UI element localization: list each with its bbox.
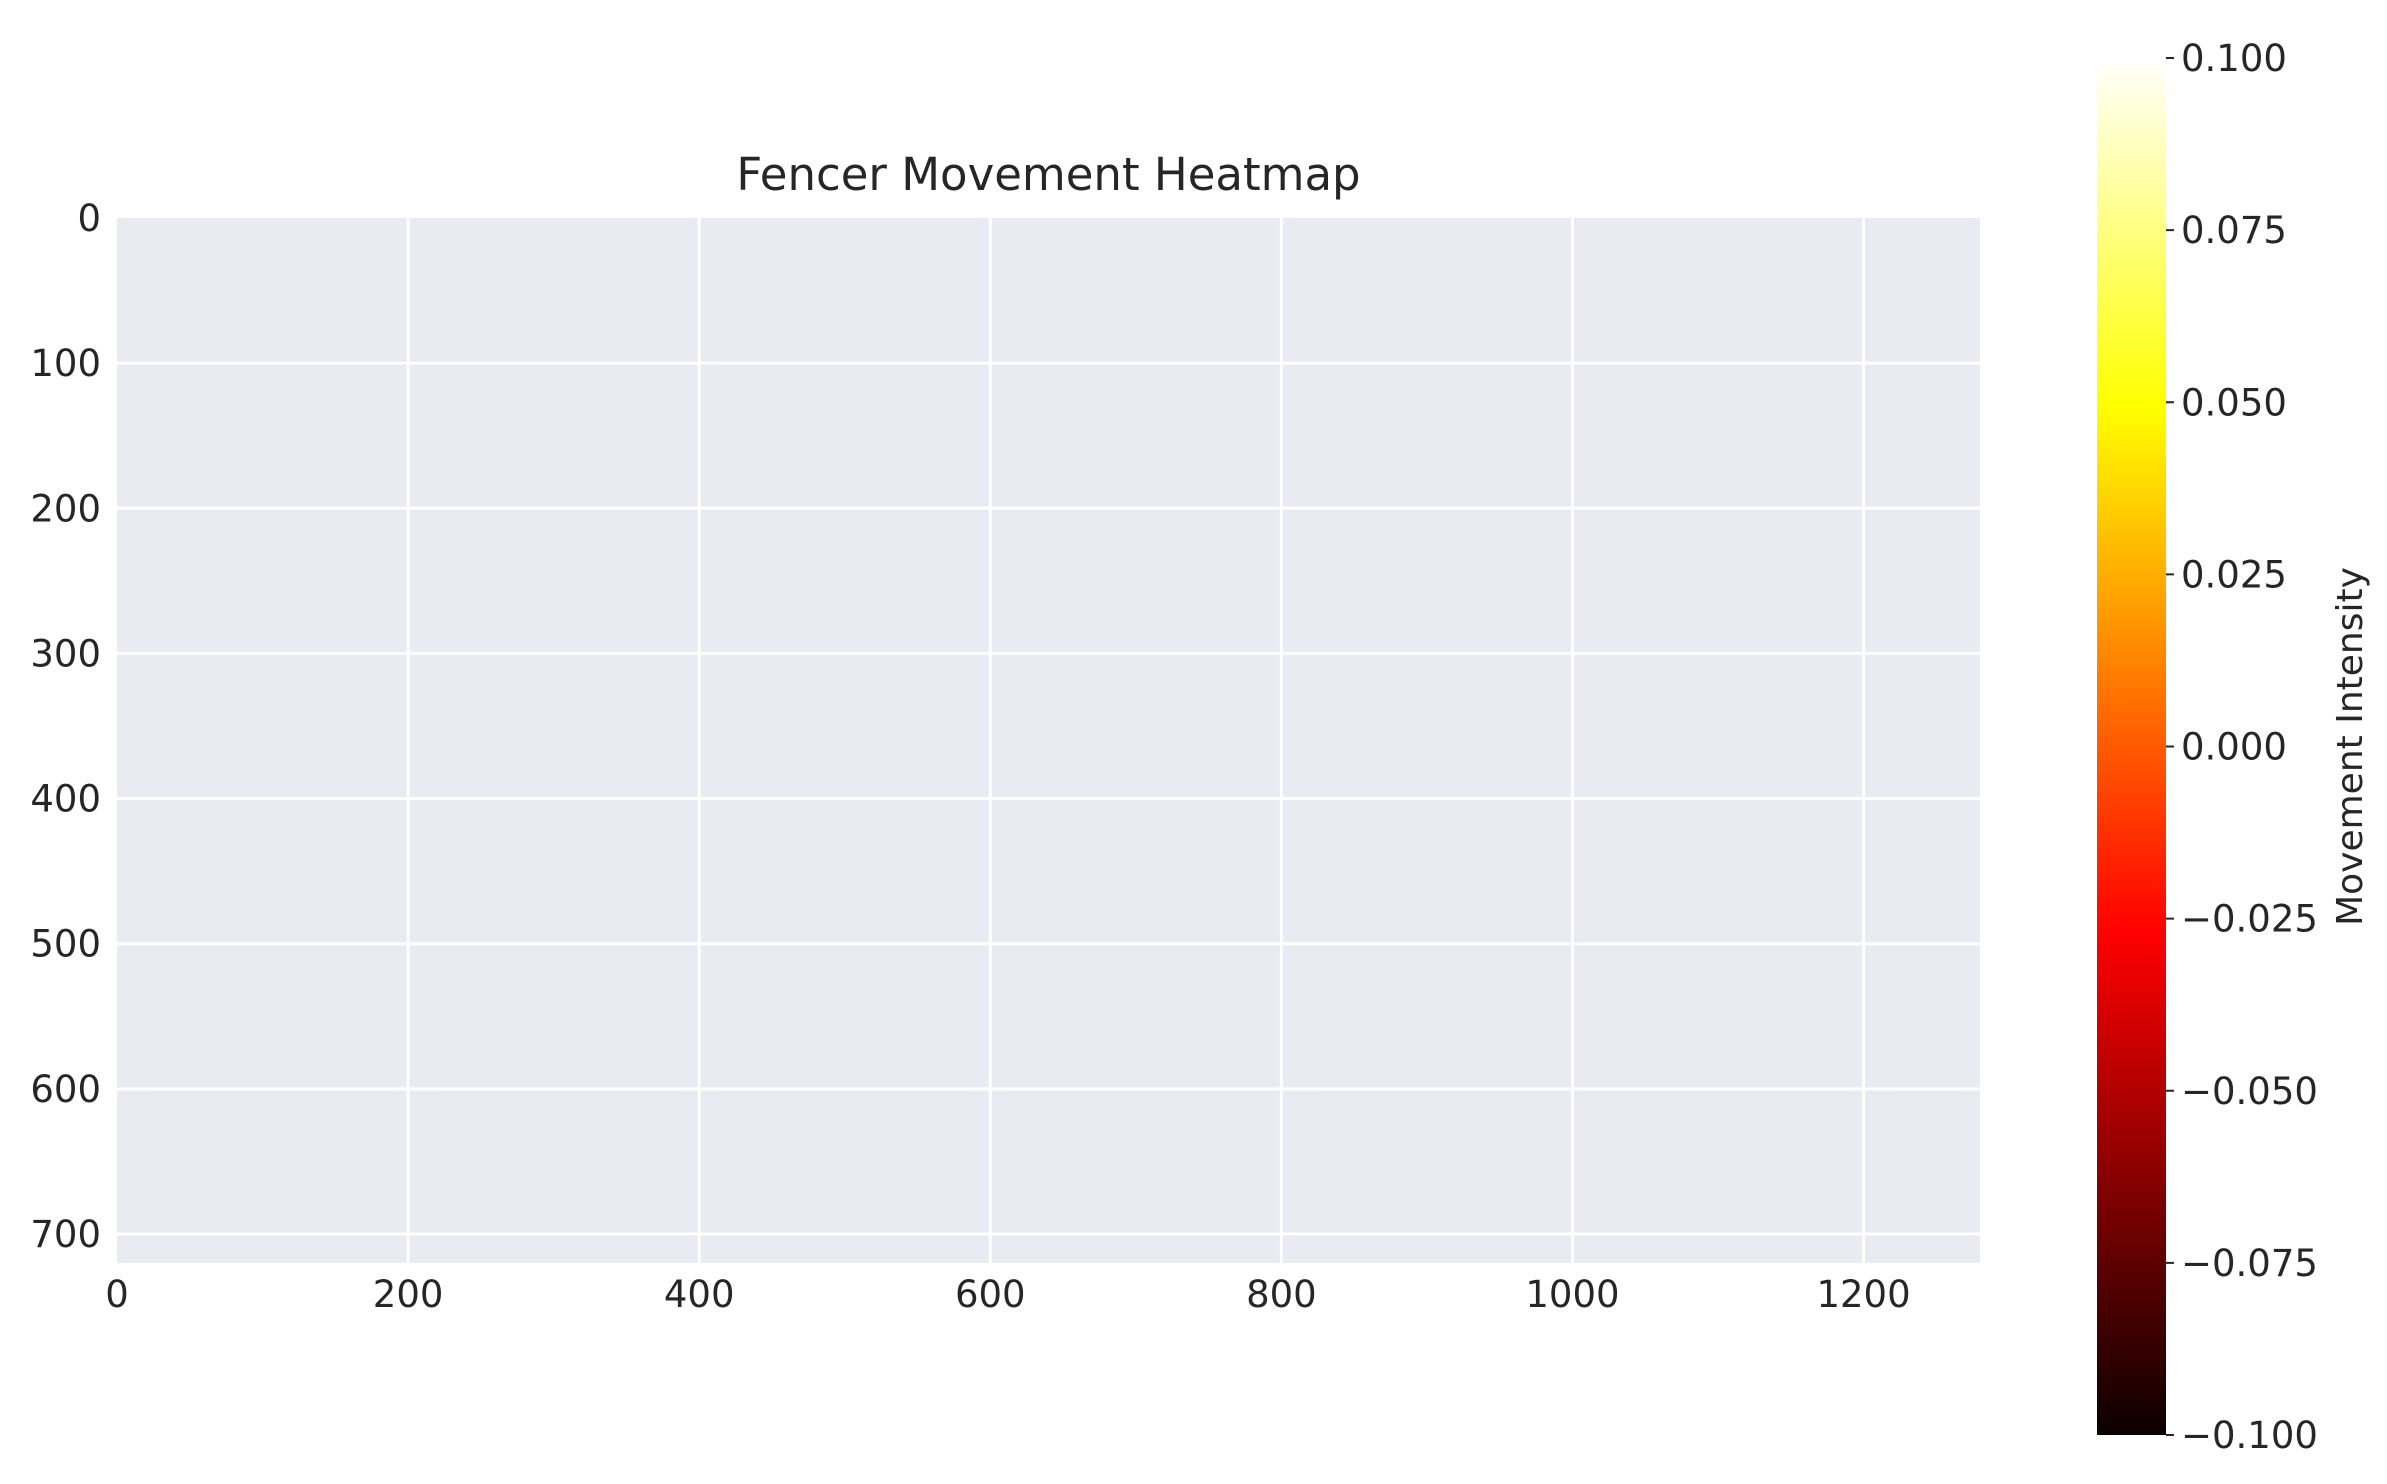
colorbar-tick-label: 0.025 (2181, 553, 2287, 596)
y-tick-label: 200 (30, 487, 101, 530)
y-tick-label: 100 (30, 342, 101, 385)
y-tick-label: 400 (30, 778, 101, 821)
x-tick-label: 1200 (1816, 1273, 1910, 1316)
x-tick-label: 0 (105, 1273, 129, 1316)
chart-title: Fencer Movement Heatmap (736, 148, 1360, 201)
colorbar-tick-label: 0.100 (2181, 37, 2287, 80)
colorbar-tick-label: 0.075 (2181, 209, 2287, 252)
y-axis-ticks: 0 100 200 300 400 500 600 700 (30, 197, 101, 1256)
colorbar-ticks: 0.100 0.075 0.050 0.025 0.000 −0.025 −0.050 −0.… (2166, 37, 2318, 1457)
colorbar-tick-label: 0.000 (2181, 726, 2287, 769)
grid-lines (117, 218, 1980, 1263)
colorbar-tick-label: −0.025 (2181, 898, 2318, 941)
y-tick-label: 500 (30, 923, 101, 966)
x-tick-label: 400 (664, 1273, 735, 1316)
y-tick-label: 0 (77, 197, 101, 240)
y-tick-label: 600 (30, 1068, 101, 1111)
colorbar-tick-label: 0.050 (2181, 381, 2287, 424)
x-tick-label: 800 (1246, 1273, 1317, 1316)
x-tick-label: 600 (955, 1273, 1026, 1316)
y-tick-label: 700 (30, 1213, 101, 1256)
colorbar-tick-label: −0.075 (2181, 1242, 2318, 1285)
x-tick-label: 1000 (1525, 1273, 1619, 1316)
colorbar-label: Movement Intensity (2330, 567, 2371, 926)
plot-area (117, 218, 1980, 1263)
colorbar-tick-label: −0.050 (2181, 1070, 2318, 1113)
x-tick-label: 200 (373, 1273, 444, 1316)
colorbar-tick-label: −0.100 (2181, 1414, 2318, 1457)
y-tick-label: 300 (30, 632, 101, 675)
x-axis-ticks: 0 200 400 600 800 1000 1200 (105, 1273, 1910, 1316)
colorbar (2097, 58, 2166, 1435)
